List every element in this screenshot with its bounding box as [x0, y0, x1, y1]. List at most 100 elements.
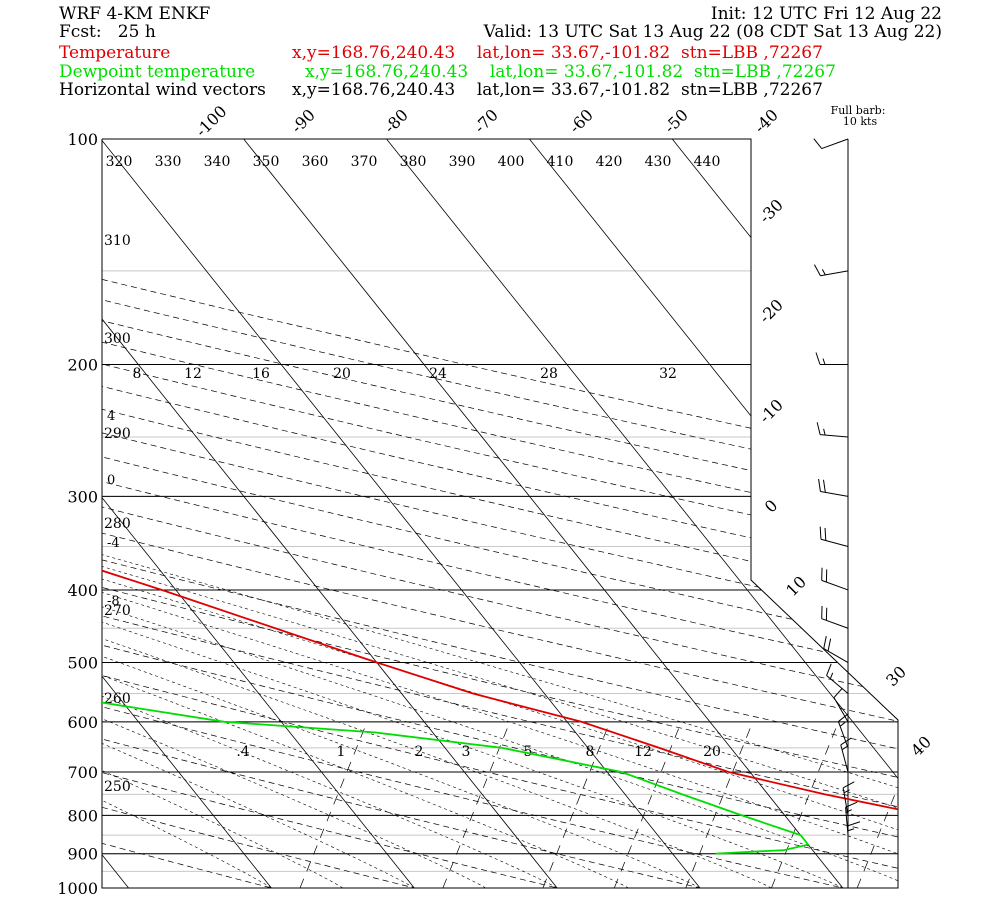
- wind-barb-half: [823, 428, 826, 436]
- isotherm-line: [814, 139, 898, 888]
- dry-adiabat: [102, 139, 898, 888]
- dry-adiabat: [102, 139, 898, 888]
- pressure-label-900: 900: [67, 845, 98, 864]
- wind-barb: [826, 663, 849, 694]
- theta-e-label: 24: [429, 366, 447, 382]
- wind-legend-info: x,y=168.76,240.43 lat,lon= 33.67,-101.82…: [292, 80, 823, 100]
- theta-label: 290: [104, 426, 131, 442]
- wind-barb-flag: [827, 638, 832, 652]
- theta-e-label: 0: [107, 473, 115, 488]
- theta-label: 260: [104, 691, 131, 707]
- plot-frame: [101, 138, 899, 889]
- theta-label: 370: [351, 154, 378, 170]
- isotherm-line: [102, 139, 415, 888]
- forecast-hour: Fcst: 25 h: [59, 22, 156, 42]
- dry-adiabat: [102, 139, 898, 888]
- moist-adiabat: [102, 270, 629, 888]
- dry-adiabat: [102, 139, 898, 888]
- mixing-ratio-label: 8: [586, 744, 595, 760]
- wind-barb: [833, 687, 849, 723]
- dry-adiabat: [102, 139, 898, 888]
- dry-adiabat: [102, 139, 272, 888]
- theta-label: 400: [498, 154, 525, 170]
- pressure-label-200: 200: [67, 355, 98, 374]
- wind-barb: [815, 352, 848, 365]
- mixing-ratio-label: 1: [337, 744, 346, 760]
- mixing-ratio-label: 20: [703, 744, 721, 760]
- theta-e-label: 32: [659, 366, 677, 382]
- wind-barb: [845, 801, 858, 836]
- isotherm-label: 0: [761, 496, 782, 517]
- wind-legend-line1: Full barb:: [831, 104, 886, 117]
- dry-adiabat: [102, 139, 415, 888]
- theta-label: 440: [694, 154, 721, 170]
- wind-legend-label: Horizontal wind vectors: [59, 80, 266, 100]
- dewpoint-legend-label: Dewpoint temperature: [59, 62, 256, 82]
- model-title: WRF 4-KM ENKF: [59, 4, 211, 24]
- moist-adiabat: [102, 270, 344, 888]
- valid-time: Valid: 13 UTC Sat 13 Aug 22 (08 CDT Sat …: [483, 22, 942, 42]
- mixing-ratio-line: [613, 721, 682, 888]
- mixing-ratio-line: [542, 721, 611, 888]
- wind-barb-half: [841, 745, 848, 751]
- isotherm-line: [102, 139, 558, 888]
- pressure-label-1000: 1000: [57, 879, 98, 898]
- dry-adiabat: [102, 139, 898, 888]
- theta-e-label: -4: [107, 536, 120, 551]
- theta-label: 350: [253, 154, 280, 170]
- wind-barb-flag: [847, 821, 861, 827]
- wind-barb-staff: [840, 744, 849, 773]
- wind-barb: [813, 264, 849, 277]
- theta-e-label: 16: [252, 366, 270, 382]
- wind-barb-staff: [821, 579, 849, 591]
- isotherm-label: -20: [755, 295, 787, 327]
- wind-barb: [821, 606, 849, 629]
- dry-adiabat: [102, 139, 898, 888]
- isotherm-label: -100: [192, 102, 231, 141]
- dry-adiabat: [102, 139, 701, 888]
- theta-label: 360: [302, 154, 329, 170]
- theta-e-label: 12: [184, 366, 202, 382]
- wind-barb: [819, 526, 849, 547]
- mixing-ratio-line: [943, 722, 1000, 888]
- dry-adiabat: [102, 139, 898, 888]
- pressure-label-800: 800: [67, 806, 98, 825]
- wind-barb-half: [822, 358, 826, 365]
- mixing-ratio-line: [771, 721, 839, 888]
- wind-barb-staff: [820, 434, 849, 438]
- mixing-ratio-label: 3: [462, 744, 471, 760]
- isotherm-label: -70: [470, 105, 502, 137]
- wind-barb-staff: [833, 697, 849, 723]
- isotherm-line: [958, 139, 1000, 888]
- mixing-ratio-line: [442, 721, 511, 888]
- wind-barb: [818, 478, 849, 497]
- theta-label: 420: [596, 154, 623, 170]
- mixing-ratio-label: 5: [524, 744, 533, 760]
- moist-adiabat: [102, 270, 898, 888]
- dewpoint-line: [102, 139, 810, 855]
- wind-barb-flag: [813, 264, 821, 276]
- theta-e-label: 28: [540, 366, 558, 382]
- pressure-label-300: 300: [67, 487, 98, 506]
- wind-barb-flag: [818, 478, 821, 492]
- theta-label: 340: [204, 154, 231, 170]
- wind-barb-flag: [838, 713, 849, 722]
- wind-barb-half: [821, 269, 826, 276]
- wind-barb-staff: [821, 138, 849, 150]
- isotherm-label: -50: [660, 105, 692, 137]
- theta-label: 270: [104, 603, 131, 619]
- dry-adiabat: [102, 139, 898, 888]
- wind-barb-flag: [833, 687, 843, 698]
- theta-label: 320: [106, 154, 133, 170]
- temperature-legend-info: x,y=168.76,240.43 lat,lon= 33.67,-101.82…: [292, 43, 823, 63]
- isotherm-line: [529, 139, 898, 888]
- moist-adiabat: [102, 270, 898, 888]
- dry-adiabat: [102, 139, 898, 888]
- wind-barb-flag: [840, 737, 852, 746]
- dry-adiabat: [102, 139, 898, 888]
- wind-barb: [813, 138, 849, 150]
- dewpoint-legend-info: x,y=168.76,240.43 lat,lon= 33.67,-101.82…: [305, 62, 836, 82]
- wind-barb-flag: [822, 479, 826, 493]
- dry-adiabat: [102, 139, 898, 888]
- wind-barb-flag: [845, 801, 858, 808]
